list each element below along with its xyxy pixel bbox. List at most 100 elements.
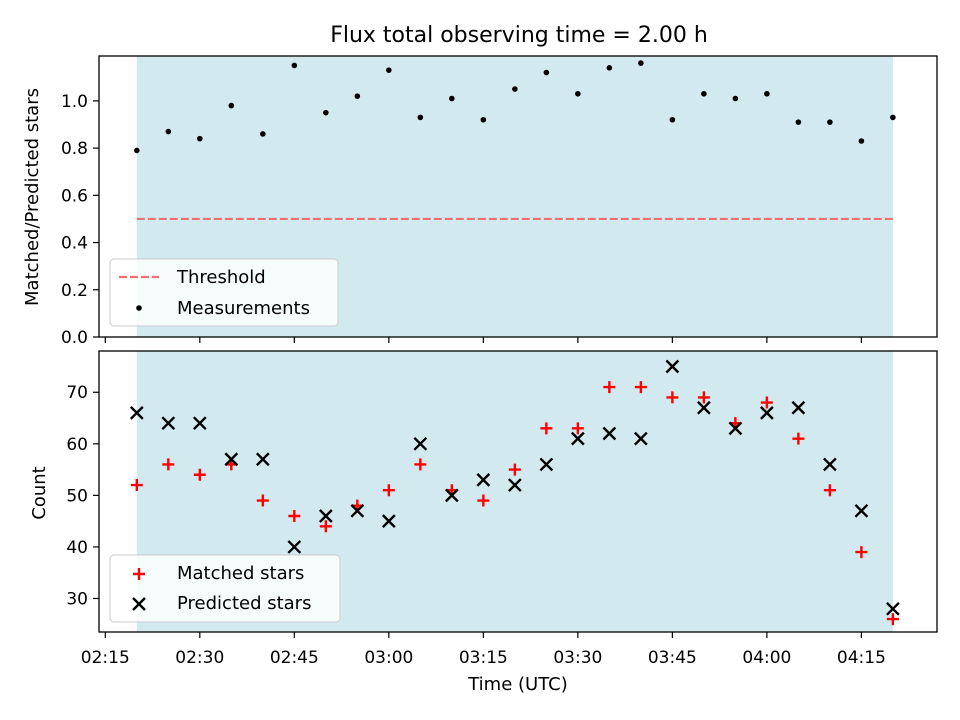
- predicted-legend-label: Predicted stars: [177, 593, 311, 614]
- matched-star-point: [634, 381, 647, 394]
- matched-star-point: [477, 494, 490, 507]
- matched-star-point: [603, 381, 616, 394]
- count-panel: 30 40 50 60 70 02:15 02:30 02:45 03:00 03:15 03:3…: [29, 350, 938, 695]
- predicted-star-point: [413, 436, 428, 451]
- measurement-point: [291, 62, 298, 69]
- x-axis-label: Time (UTC): [467, 674, 568, 695]
- matched-star-point: [886, 613, 899, 626]
- ratio-axes-frame: [98, 55, 938, 338]
- matched-legend-label: Matched stars: [177, 563, 304, 584]
- matched-star-point: [823, 484, 836, 497]
- ratio-y-ticks: 0.0 0.2 0.4 0.6 0.8 1.0: [61, 92, 99, 348]
- measurement-point: [606, 65, 613, 71]
- x-tick-label: 02:30: [175, 648, 224, 668]
- y-tick-label: 1.0: [61, 92, 88, 112]
- count-marks: [129, 359, 900, 626]
- x-tick-label: 03:15: [459, 648, 508, 668]
- x-tick-label: 02:15: [81, 648, 130, 668]
- measurement-point: [827, 119, 833, 125]
- x-tick-label: 02:45: [270, 648, 319, 668]
- measurement-point: [669, 116, 676, 123]
- predicted-star-point: [728, 421, 743, 436]
- predicted-star-point: [192, 416, 207, 431]
- matched-star-point: [288, 509, 301, 522]
- predicted-star-point: [854, 503, 869, 518]
- matched-star-point: [540, 422, 553, 435]
- measurement-point: [890, 114, 896, 121]
- matched-star-point: [256, 494, 269, 507]
- measurement-point: [417, 114, 424, 121]
- x-tick-label: 03:00: [364, 648, 413, 668]
- threshold-legend-label: Threshold: [176, 267, 266, 288]
- predicted-star-point: [508, 478, 522, 492]
- measurement-point: [449, 95, 455, 102]
- matched-star-point: [855, 546, 868, 559]
- matched-legend-swatch: [133, 568, 145, 580]
- matched-star-point: [162, 458, 175, 471]
- y-tick-label: 30: [66, 589, 88, 609]
- matched-star-point: [666, 391, 679, 404]
- measurement-point: [323, 109, 329, 116]
- measurements-legend-label: Measurements: [177, 298, 310, 319]
- predicted-star-point: [318, 509, 333, 523]
- matched-star-point: [792, 432, 805, 445]
- count-y-axis-label: Count: [29, 466, 50, 519]
- ratio-legend-box: [109, 258, 339, 327]
- y-tick-label: 70: [66, 383, 88, 403]
- y-tick-label: 0.0: [61, 328, 88, 348]
- predicted-star-point: [571, 431, 585, 446]
- matched-star-point: [571, 422, 584, 435]
- ratio-x-ticks: [104, 337, 862, 343]
- y-tick-label: 0.6: [61, 186, 88, 206]
- predicted-star-point: [634, 431, 648, 446]
- x-tick-label: 04:00: [742, 648, 791, 668]
- predicted-star-point: [697, 400, 711, 415]
- y-tick-label: 40: [66, 538, 88, 558]
- measurement-point: [701, 90, 707, 97]
- chart-title: Flux total observing time = 2.00 h: [330, 23, 708, 48]
- count-x-ticks: 02:15 02:30 02:45 03:00 03:15 03:30 03:45 04:00…: [81, 632, 886, 668]
- measurements-legend-swatch: [136, 305, 142, 311]
- measurement-point: [764, 90, 770, 97]
- predicted-star-point: [287, 540, 302, 554]
- measurement-point: [795, 119, 802, 125]
- predicted-star-point: [381, 514, 396, 528]
- predicted-star-point: [129, 406, 144, 420]
- count-axes-frame: [98, 350, 938, 633]
- measurement-point: [732, 95, 739, 102]
- count-y-ticks: 30 40 50 60 70: [66, 383, 99, 609]
- matched-star-point: [760, 396, 773, 409]
- predicted-star-point: [161, 416, 176, 431]
- matched-star-point: [319, 520, 332, 533]
- predicted-star-point: [823, 457, 837, 472]
- matched-star-point: [414, 458, 427, 471]
- count-legend-box: [109, 554, 341, 623]
- predicted-star-point: [255, 452, 270, 467]
- y-tick-label: 0.4: [61, 234, 88, 254]
- measurement-point: [260, 131, 266, 137]
- predicted-star-point: [665, 359, 680, 374]
- ratio-panel: 0.0 0.2 0.4 0.6 0.8 1.0 Matched/Predicted sta…: [22, 55, 938, 348]
- y-tick-label: 0.2: [61, 281, 88, 301]
- matched-star-point: [193, 468, 206, 481]
- measurement-point: [638, 60, 644, 66]
- measurement-point: [858, 138, 865, 144]
- predicted-star-point: [602, 426, 617, 441]
- predicted-star-point: [444, 488, 459, 503]
- x-tick-label: 03:45: [648, 648, 697, 668]
- x-tick-label: 03:30: [553, 648, 602, 668]
- measurement-point: [197, 135, 203, 142]
- y-tick-label: 60: [66, 435, 88, 455]
- ratio-legend: Threshold Measurements: [109, 258, 339, 327]
- measurement-point: [512, 86, 518, 92]
- measurement-point: [165, 128, 172, 135]
- ratio-marks: [134, 60, 896, 221]
- measurement-point: [575, 90, 581, 97]
- predicted-star-point: [476, 473, 491, 487]
- measurement-point: [134, 147, 140, 154]
- matched-star-point: [508, 463, 521, 476]
- measurement-point: [228, 102, 235, 109]
- measurement-point: [543, 69, 550, 76]
- measurement-point: [386, 67, 392, 73]
